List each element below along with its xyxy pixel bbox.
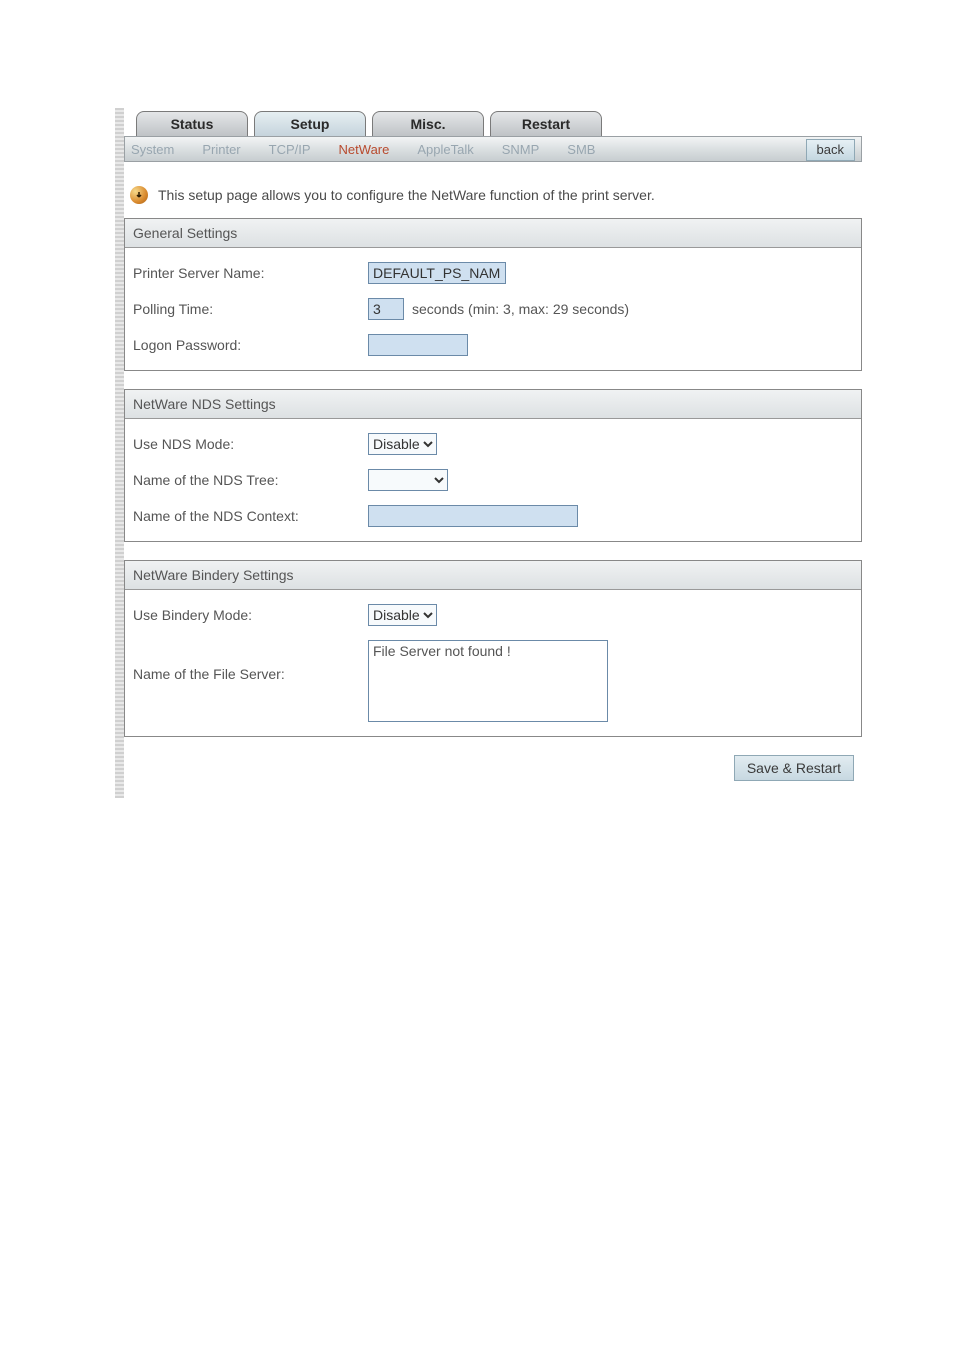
- tab-setup[interactable]: Setup: [254, 111, 366, 136]
- printer-server-name-input[interactable]: [368, 262, 506, 284]
- subnav-tcpip[interactable]: TCP/IP: [269, 142, 311, 157]
- subnav-system[interactable]: System: [131, 142, 174, 157]
- subnav-appletalk[interactable]: AppleTalk: [417, 142, 473, 157]
- label-nds-tree: Name of the NDS Tree:: [133, 472, 368, 488]
- panel-bindery: NetWare Bindery Settings Use Bindery Mod…: [124, 560, 862, 737]
- nds-tree-select[interactable]: [368, 469, 448, 491]
- panel-general-heading: General Settings: [125, 219, 861, 248]
- label-use-nds-mode: Use NDS Mode:: [133, 436, 368, 452]
- tab-misc[interactable]: Misc.: [372, 111, 484, 136]
- subnav-printer[interactable]: Printer: [202, 142, 240, 157]
- save-restart-button[interactable]: Save & Restart: [734, 755, 854, 781]
- panel-general: General Settings Printer Server Name: Po…: [124, 218, 862, 371]
- decorative-left-stripe: [115, 108, 124, 798]
- tab-restart[interactable]: Restart: [490, 111, 602, 136]
- subnav-netware[interactable]: NetWare: [339, 142, 390, 157]
- bindery-mode-select[interactable]: Disable Enable: [368, 604, 437, 626]
- polling-time-input[interactable]: [368, 298, 404, 320]
- label-file-server: Name of the File Server:: [133, 640, 368, 682]
- panel-nds: NetWare NDS Settings Use NDS Mode: Disab…: [124, 389, 862, 542]
- info-row: This setup page allows you to configure …: [124, 162, 862, 218]
- subnav-snmp[interactable]: SNMP: [502, 142, 540, 157]
- label-printer-server-name: Printer Server Name:: [133, 265, 368, 281]
- panel-nds-heading: NetWare NDS Settings: [125, 390, 861, 419]
- subnav-smb[interactable]: SMB: [567, 142, 595, 157]
- label-use-bindery-mode: Use Bindery Mode:: [133, 607, 368, 623]
- info-text: This setup page allows you to configure …: [158, 187, 655, 203]
- tab-status[interactable]: Status: [136, 111, 248, 136]
- polling-time-hint: seconds (min: 3, max: 29 seconds): [412, 301, 629, 317]
- panel-bindery-heading: NetWare Bindery Settings: [125, 561, 861, 590]
- nds-context-input[interactable]: [368, 505, 578, 527]
- logon-password-input[interactable]: [368, 334, 468, 356]
- arrow-down-icon: [130, 186, 148, 204]
- nds-mode-select[interactable]: Disable Enable: [368, 433, 437, 455]
- submit-row: Save & Restart: [124, 755, 862, 781]
- file-server-status-text: File Server not found !: [373, 643, 511, 659]
- label-polling-time: Polling Time:: [133, 301, 368, 317]
- label-logon-password: Logon Password:: [133, 337, 368, 353]
- file-server-listbox[interactable]: File Server not found !: [368, 640, 608, 722]
- back-button[interactable]: back: [806, 139, 855, 161]
- main-tabbar: Status Setup Misc. Restart: [124, 108, 862, 136]
- label-nds-context: Name of the NDS Context:: [133, 508, 368, 524]
- sub-navbar: System Printer TCP/IP NetWare AppleTalk …: [124, 136, 862, 162]
